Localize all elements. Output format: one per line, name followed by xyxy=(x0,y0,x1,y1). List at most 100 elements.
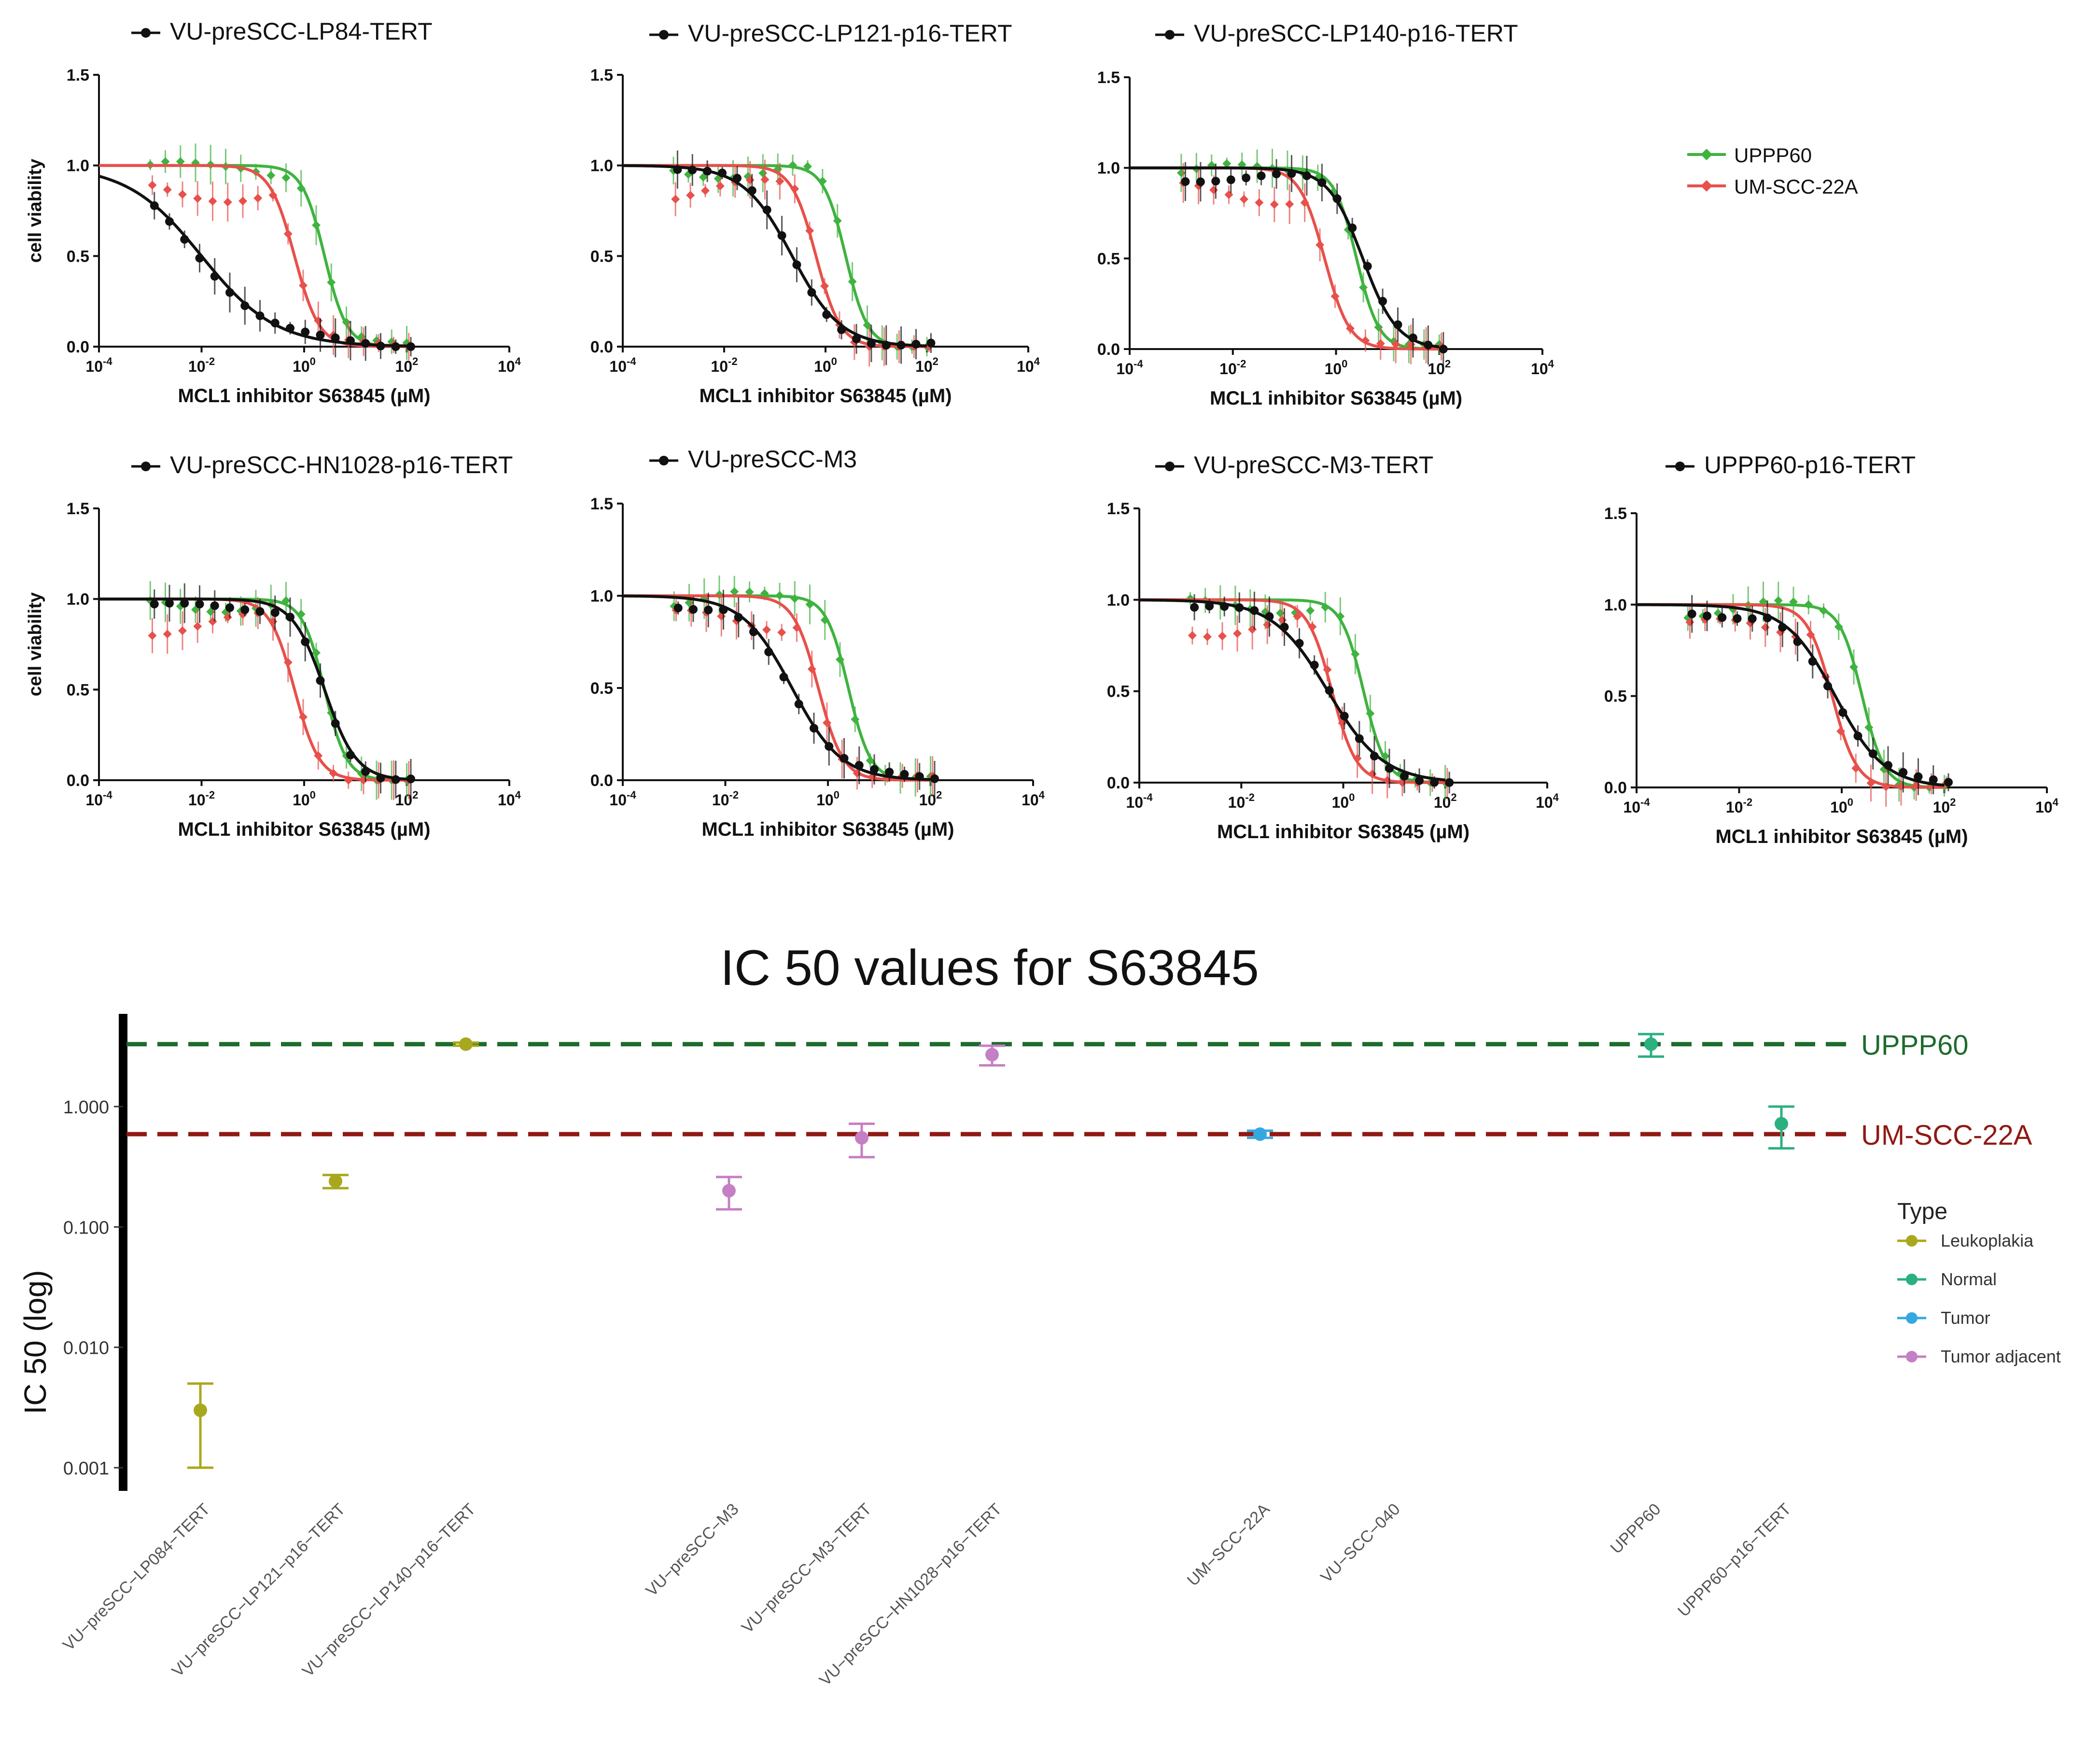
data-point-red xyxy=(1361,336,1370,345)
data-point-black xyxy=(301,327,310,337)
data-point-black xyxy=(673,603,683,613)
panel-7: UPPP60-p16-TERT 0.0 0.5 1.0 1.5 10-4 10-2 100 10… xyxy=(1604,451,2059,847)
data-point-black xyxy=(331,333,340,342)
data-point-red xyxy=(1806,630,1815,639)
ic50-chart: IC 50 values for S63845 IC 50 (log) 0.00… xyxy=(18,940,2061,1689)
data-point-black xyxy=(286,613,294,622)
data-point-green xyxy=(1789,597,1798,606)
data-point-red xyxy=(1203,632,1212,641)
data-point-black xyxy=(195,253,204,263)
panel-x-tick-label: 10-4 xyxy=(609,355,636,375)
data-point-black xyxy=(1944,778,1953,787)
data-point-black xyxy=(734,613,743,622)
panel-x-tick-label: 100 xyxy=(814,355,837,375)
data-point-black xyxy=(376,773,385,783)
data-point-black xyxy=(270,319,280,328)
data-point-black xyxy=(911,339,921,349)
data-point-black xyxy=(747,186,756,195)
data-point-black xyxy=(1226,175,1235,184)
data-point-green xyxy=(1774,596,1783,605)
data-point-black xyxy=(1748,614,1757,623)
data-point-green xyxy=(176,157,185,166)
data-point-black xyxy=(1280,622,1289,631)
ic50-x-tick-labels: VU−preSCC−LP084−TERTVU−preSCC−LP121−p16−… xyxy=(59,1500,1795,1690)
data-point-black xyxy=(900,770,909,779)
panel-x-axis-label: MCL1 inhibitor S63845 (µM) xyxy=(178,385,430,407)
data-point-black xyxy=(1370,752,1379,761)
panel-y-tick-label: 0.5 xyxy=(67,681,89,699)
data-point-red xyxy=(1323,665,1332,674)
ic50-legend-marker xyxy=(1906,1274,1918,1285)
data-point-green xyxy=(790,594,799,603)
ic50-point xyxy=(329,1174,342,1188)
data-point-red xyxy=(299,713,308,722)
data-point-black xyxy=(225,288,234,297)
data-point-green xyxy=(851,715,860,724)
data-point-red xyxy=(820,281,829,291)
ic50-point-group xyxy=(979,1044,1005,1067)
data-point-black xyxy=(1272,169,1281,179)
data-point-green xyxy=(1276,608,1285,617)
data-point-green xyxy=(1336,612,1345,621)
data-point-black xyxy=(361,767,370,776)
data-point-black xyxy=(210,601,219,610)
data-point-black xyxy=(1287,169,1296,178)
data-point-green xyxy=(833,216,842,225)
curve-legend: UPPP60 UM-SCC-22A xyxy=(1687,144,1858,198)
data-point-red xyxy=(762,625,771,634)
panel-x-axis-label: MCL1 inhibitor S63845 (µM) xyxy=(701,819,954,840)
data-point-red xyxy=(1376,339,1385,348)
panel-x-tick-label: 10-2 xyxy=(1219,358,1246,378)
data-point-red xyxy=(1218,631,1227,641)
data-point-black xyxy=(926,338,936,348)
data-point-green xyxy=(1849,662,1858,672)
legend-item-uppp60: UPPP60 xyxy=(1687,144,1812,167)
data-point-black xyxy=(346,336,355,345)
curve-black xyxy=(622,594,931,781)
panel-title: VU-preSCC-LP140-p16-TERT xyxy=(1194,20,1518,47)
panel-y-tick-label: 0.5 xyxy=(590,247,613,266)
data-point-black xyxy=(255,311,265,321)
data-point-red xyxy=(329,769,338,778)
data-point-red xyxy=(671,195,680,204)
data-point-black xyxy=(1310,660,1319,670)
legend-label-uppp60: UPPP60 xyxy=(1734,144,1812,167)
data-point-black xyxy=(852,334,861,343)
panel-x-tick-label: 102 xyxy=(1428,358,1451,378)
data-point-red xyxy=(1285,199,1294,209)
ic50-x-tick-label: VU−preSCC−M3−TERT xyxy=(738,1500,875,1637)
panel-x-tick-label: 102 xyxy=(1933,796,1956,816)
data-point-black xyxy=(777,231,786,240)
data-point-black xyxy=(689,605,698,614)
data-point-red xyxy=(178,190,187,199)
ic50-point-group xyxy=(322,1174,349,1190)
data-point-black xyxy=(1332,194,1342,203)
data-point-black xyxy=(792,260,801,269)
data-point-black xyxy=(150,600,159,609)
panel-y-tick-label: 1.5 xyxy=(1604,505,1627,523)
panel-y-tick-label: 1.5 xyxy=(67,66,89,84)
data-point-black xyxy=(1363,262,1372,271)
data-point-black xyxy=(195,600,204,609)
curve-green xyxy=(99,597,407,782)
panel-y-tick-label: 1.0 xyxy=(1097,159,1120,178)
data-point-red xyxy=(700,186,710,195)
data-point-red xyxy=(314,751,323,760)
data-point-black xyxy=(1899,768,1908,777)
data-point-green xyxy=(803,162,812,171)
data-point-black xyxy=(870,765,879,774)
panel-x-axis-label: MCL1 inhibitor S63845 (µM) xyxy=(1217,821,1470,842)
data-point-black xyxy=(270,608,280,617)
data-point-black xyxy=(406,342,415,351)
data-point-red xyxy=(1391,339,1400,349)
ic50-y-tick-label: 0.100 xyxy=(63,1218,109,1238)
data-point-black xyxy=(719,605,728,614)
panel-y-tick-label: 1.5 xyxy=(590,66,613,84)
ic50-x-tick-label: UM−SCC−22A xyxy=(1184,1500,1274,1590)
panel-x-tick-label: 104 xyxy=(2035,796,2059,816)
data-point-red xyxy=(775,177,784,186)
data-point-red xyxy=(299,281,308,290)
data-point-black xyxy=(331,719,340,728)
panel-title-marker xyxy=(1165,462,1175,471)
data-point-black xyxy=(1196,177,1205,186)
